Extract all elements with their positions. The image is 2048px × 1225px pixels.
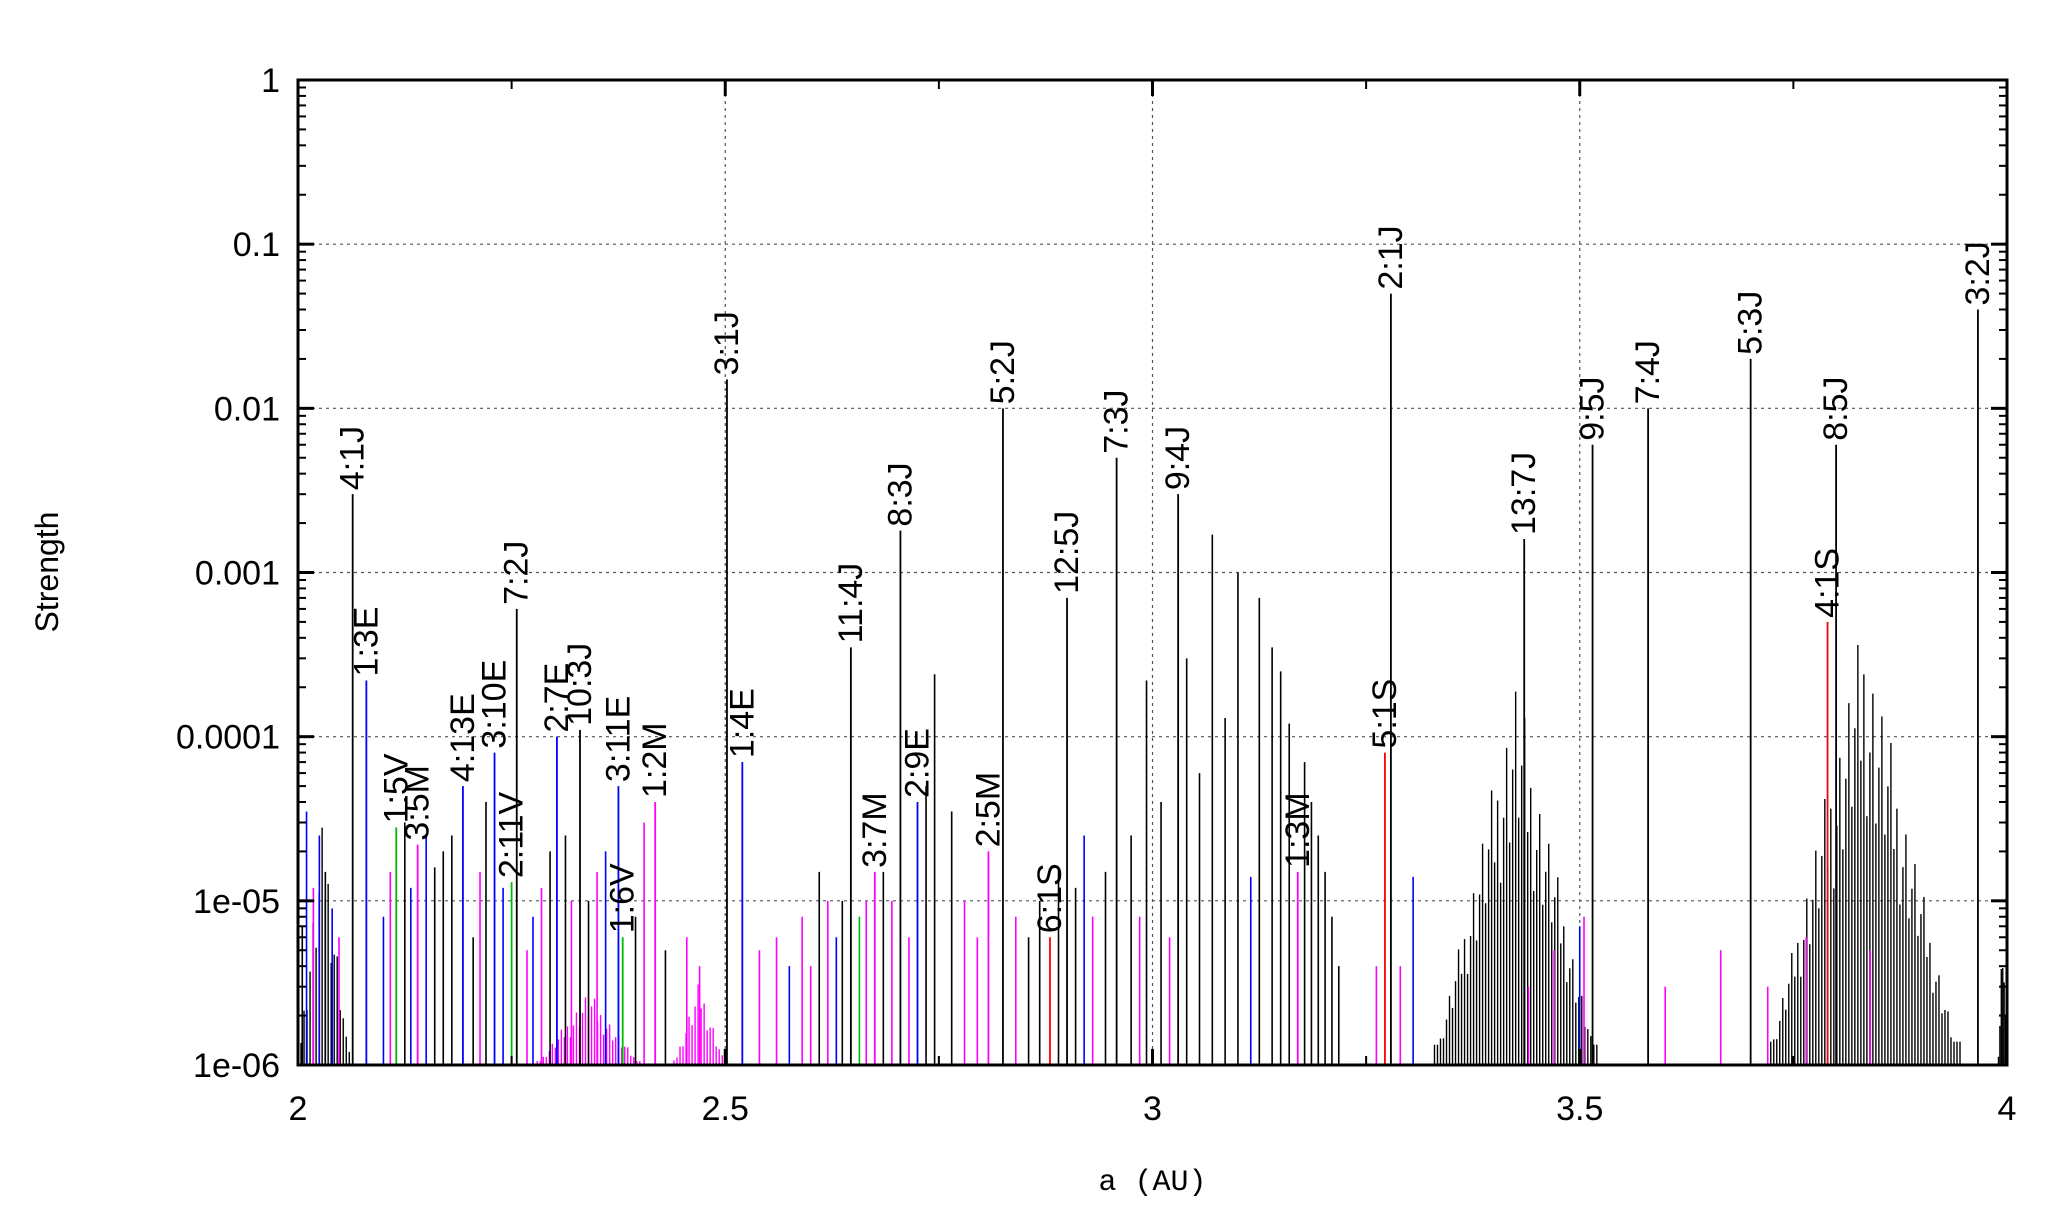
resonance-label: 9:4J xyxy=(1159,426,1197,490)
y-axis-title: Strength xyxy=(29,512,65,633)
resonance-label: 2:1J xyxy=(1372,225,1410,289)
x-axis-title: a (AU) xyxy=(1098,1166,1206,1200)
axis-ticks-layer: 2 2.5 3 3.5 4 1e-06 1e-05 0.0001 0.001 0.01 0.1 1 xyxy=(176,62,2016,1128)
resonance-label: 2:9E xyxy=(899,728,937,798)
resonance-label: 3:2J xyxy=(1959,241,1997,305)
resonance-label: 3:11E xyxy=(599,696,637,782)
resonance-label: 7:4J xyxy=(1629,340,1667,404)
resonance-label: 4:13E xyxy=(444,693,482,782)
resonance-label: 13:7J xyxy=(1505,452,1543,535)
x-tick-label: 2.5 xyxy=(702,1090,749,1128)
resonance-label: 2:7E xyxy=(538,663,576,733)
resonance-label: 1:6V xyxy=(604,863,642,933)
resonance-label: 3:5M xyxy=(399,765,437,841)
y-tick-label: 1e-05 xyxy=(193,883,280,921)
resonance-label: 2:5M xyxy=(969,772,1007,848)
resonance-label: 1:3E xyxy=(347,606,385,676)
resonance-label: 1:5V xyxy=(377,753,415,823)
resonance-label: 1:2M xyxy=(636,722,674,798)
x-tick-label: 3 xyxy=(1143,1090,1162,1128)
resonance-label: 1:4E xyxy=(723,688,761,758)
resonance-label: 12:5J xyxy=(1048,511,1086,594)
resonance-label: 3:10E xyxy=(476,660,514,749)
resonance-label: 8:3J xyxy=(881,462,919,526)
dense-bands-layer xyxy=(297,645,2008,1065)
resonance-label: 4:1S xyxy=(1809,548,1847,618)
y-tick-label: 1e-06 xyxy=(193,1047,280,1085)
resonance-labels-layer: 4:1J1:3E1:5V3:5M4:13E3:10E2:11V7:2J2:7E1… xyxy=(334,225,1997,933)
x-tick-label: 4 xyxy=(1998,1090,2017,1128)
x-tick-label: 2 xyxy=(289,1090,308,1128)
resonance-lines-layer xyxy=(301,293,1979,1065)
resonance-label: 2:11V xyxy=(493,791,531,878)
y-tick-label: 1 xyxy=(261,62,280,100)
resonance-label: 7:2J xyxy=(498,541,536,605)
resonance-label: 6:1S xyxy=(1031,863,1069,933)
y-tick-label: 0.001 xyxy=(195,555,280,593)
resonance-label: 9:5J xyxy=(1574,376,1612,440)
x-tick-label: 3.5 xyxy=(1556,1090,1603,1128)
resonance-label: 3:1J xyxy=(708,311,746,375)
resonance-label: 1:3M xyxy=(1279,792,1317,868)
grid-layer xyxy=(298,80,2007,1065)
resonance-label: 3:7M xyxy=(856,792,894,868)
resonance-label: 11:4J xyxy=(832,563,870,644)
y-tick-label: 0.1 xyxy=(233,226,280,264)
y-tick-label: 0.0001 xyxy=(176,719,280,757)
resonance-label: 10:3J xyxy=(561,643,599,726)
resonance-label: 8:5J xyxy=(1817,376,1855,440)
resonance-label: 5:1S xyxy=(1366,679,1404,749)
resonance-label: 7:3J xyxy=(1098,389,1136,453)
resonance-label: 5:3J xyxy=(1732,291,1770,355)
resonance-label: 4:1J xyxy=(334,426,372,490)
resonance-label: 5:2J xyxy=(984,340,1022,404)
y-tick-label: 0.01 xyxy=(214,390,280,428)
